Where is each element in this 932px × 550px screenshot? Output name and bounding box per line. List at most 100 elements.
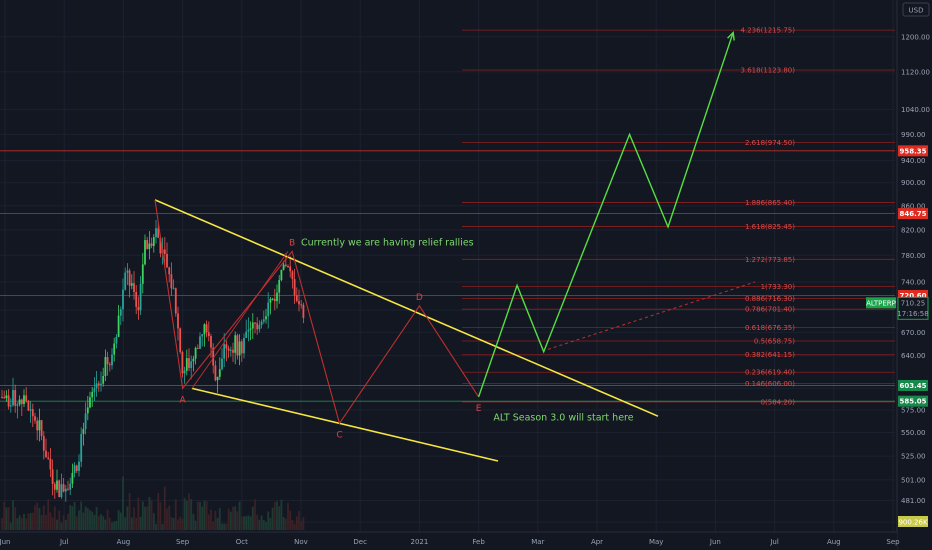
level-tag-label: 603.45 bbox=[899, 382, 926, 390]
fib-label: 1.618(825.45) bbox=[745, 223, 795, 231]
candle-body bbox=[100, 383, 102, 386]
fib-label: 0.236(619.40) bbox=[745, 369, 795, 377]
candle-body bbox=[179, 328, 182, 353]
candle-body bbox=[47, 457, 50, 459]
volume-bar bbox=[273, 502, 276, 530]
volume-bar bbox=[23, 513, 25, 530]
volume-bar bbox=[269, 517, 272, 530]
candle-body bbox=[260, 321, 263, 325]
candle-body bbox=[249, 328, 252, 330]
level-tag-label: 958.35 bbox=[899, 147, 926, 155]
volume-bar bbox=[265, 522, 267, 530]
candle-body bbox=[31, 409, 34, 417]
volume-bar bbox=[254, 499, 256, 530]
candle-body bbox=[42, 436, 45, 451]
volume-bar bbox=[69, 505, 72, 530]
candle-body bbox=[170, 274, 173, 289]
candle-body bbox=[146, 240, 149, 249]
candle-body bbox=[236, 335, 239, 356]
candle-body bbox=[141, 264, 144, 284]
price-tick-label: 740.00 bbox=[901, 278, 926, 286]
wave-label-D: D bbox=[416, 293, 423, 303]
time-tick-label: Dec bbox=[353, 538, 367, 546]
candles bbox=[1, 219, 305, 502]
volume-bar bbox=[97, 516, 100, 530]
volume-bar bbox=[172, 517, 175, 530]
time-tick-label: Mar bbox=[531, 538, 544, 546]
candle-body bbox=[115, 336, 118, 344]
volume-bar bbox=[258, 519, 261, 530]
volume-bar bbox=[196, 501, 199, 530]
volume-bar bbox=[207, 514, 210, 530]
candle-body bbox=[207, 332, 210, 337]
wedge-upper-line bbox=[154, 199, 659, 417]
price-tick-label: 940.00 bbox=[901, 157, 926, 165]
candle-body bbox=[254, 322, 256, 324]
time-tick-label: Jun bbox=[709, 538, 721, 546]
candle-body bbox=[18, 399, 21, 405]
volume-bar bbox=[106, 509, 109, 530]
volume-bar bbox=[86, 508, 89, 530]
price-axis[interactable]: USD461.00481.00501.00525.00550.00575.006… bbox=[866, 0, 932, 550]
volume-bar bbox=[177, 519, 179, 530]
candle-body bbox=[177, 313, 179, 329]
candle-body bbox=[56, 480, 58, 490]
level-tag-label: 846.75 bbox=[899, 210, 926, 218]
candle-body bbox=[71, 472, 74, 484]
volume-bar bbox=[238, 501, 241, 530]
wave-label-B: B bbox=[289, 238, 295, 248]
candle-body bbox=[163, 249, 166, 254]
candle-body bbox=[135, 292, 138, 307]
candle-body bbox=[166, 253, 168, 268]
price-tick-label: 575.00 bbox=[901, 406, 926, 414]
wave-path: A B C D E bbox=[154, 199, 482, 440]
candle-body bbox=[300, 304, 303, 306]
volume-bar bbox=[267, 511, 270, 530]
price-tick-label: 780.00 bbox=[901, 252, 926, 260]
candle-body bbox=[89, 397, 91, 408]
candle-body bbox=[53, 483, 56, 490]
price-tick-label: 1200.00 bbox=[901, 33, 930, 41]
candle-body bbox=[126, 270, 129, 273]
forecast-path bbox=[477, 31, 756, 398]
candle-body bbox=[133, 283, 135, 293]
volume-bar bbox=[221, 523, 223, 530]
volume-bar bbox=[214, 511, 217, 530]
candle-body bbox=[216, 376, 219, 381]
volume-bar bbox=[20, 518, 23, 530]
candle-body bbox=[210, 336, 212, 348]
price-tick-label: 550.00 bbox=[901, 429, 926, 437]
volume-bars bbox=[1, 476, 305, 530]
volume-bar bbox=[157, 493, 160, 530]
level-tag bbox=[898, 208, 928, 220]
volume-bar bbox=[82, 512, 85, 530]
fib-label: 0.5(658.75) bbox=[754, 337, 795, 345]
wave-label-A: A bbox=[180, 395, 187, 405]
annotation-text: Currently we are having relief rallies bbox=[301, 238, 474, 249]
volume-bar bbox=[100, 514, 102, 530]
candle-body bbox=[111, 354, 113, 366]
price-tick-label: 525.00 bbox=[901, 453, 926, 461]
volume-bar bbox=[25, 518, 28, 530]
price-tick-label: 860.00 bbox=[901, 202, 926, 210]
candle-body bbox=[104, 357, 107, 377]
time-axis[interactable]: Jun Jul Aug Sep Oct Nov Dec 2021 Feb Mar Apr May Jun… bbox=[0, 531, 900, 550]
fib-label: 2.618(974.50) bbox=[745, 139, 795, 147]
candle-body bbox=[12, 390, 14, 406]
volume-bar bbox=[12, 500, 14, 530]
time-tick-label: Nov bbox=[294, 538, 308, 546]
volume-bar bbox=[133, 507, 135, 530]
volume-bar bbox=[291, 519, 294, 530]
fib-label: 0(584.20) bbox=[761, 398, 796, 406]
candle-body bbox=[7, 395, 10, 407]
level-tag-label: 720.60 bbox=[899, 292, 926, 300]
candle-body bbox=[203, 324, 206, 335]
volume-bar bbox=[27, 513, 30, 530]
candle-body bbox=[287, 266, 289, 268]
candle-body bbox=[181, 352, 184, 374]
candle-body bbox=[258, 324, 261, 330]
fib-label: 1(733.30) bbox=[761, 283, 796, 291]
candle-body bbox=[148, 243, 151, 249]
volume-bar bbox=[159, 502, 162, 530]
